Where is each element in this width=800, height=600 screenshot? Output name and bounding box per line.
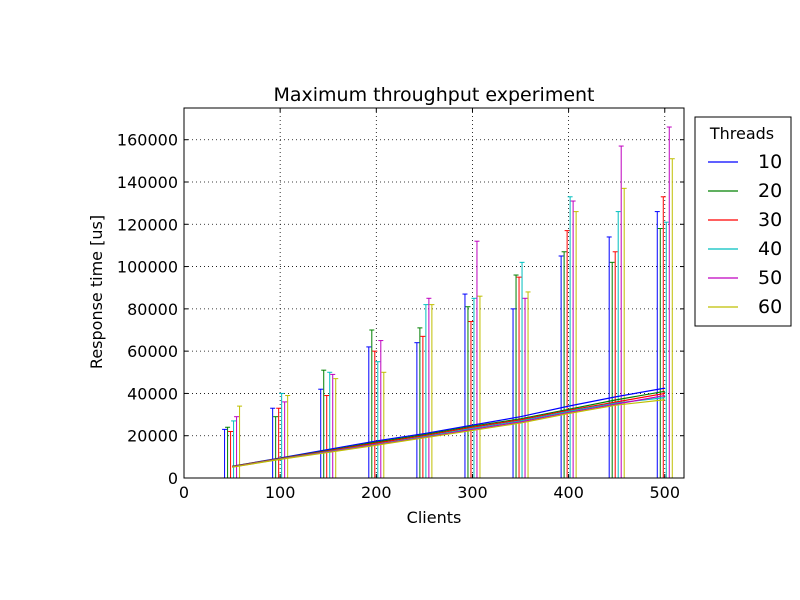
error-bar <box>657 228 663 478</box>
error-bar <box>573 211 579 478</box>
y-tick-label: 140000 <box>117 173 178 192</box>
legend-items: 10 20 30 40 50 60 <box>708 151 782 318</box>
error-bar <box>381 371 387 478</box>
legend-label: 40 <box>758 238 782 260</box>
error-bar <box>285 395 291 478</box>
error-bar <box>234 416 240 478</box>
series-lines <box>231 387 665 468</box>
legend-label: 50 <box>758 267 782 289</box>
error-bar <box>324 395 330 478</box>
error-bar <box>330 373 336 478</box>
legend-label: 30 <box>758 209 782 231</box>
error-bar <box>609 261 615 478</box>
error-bar <box>522 297 528 478</box>
error-bar <box>378 340 384 478</box>
error-bar <box>606 236 612 478</box>
error-bar <box>420 335 426 478</box>
error-bar <box>663 221 669 478</box>
error-bar <box>231 420 237 478</box>
legend-box <box>694 116 792 327</box>
error-bar <box>366 346 372 478</box>
error-bar <box>417 327 423 478</box>
error-bar <box>516 276 522 478</box>
x-tick-label: 100 <box>265 483 296 502</box>
error-bar <box>654 211 660 478</box>
error-bar <box>468 321 474 478</box>
x-tick-label: 300 <box>457 483 488 502</box>
error-bar <box>510 308 516 478</box>
error-bar <box>273 416 279 478</box>
error-bar <box>333 378 339 478</box>
y-axis-label: Response time [us] <box>87 215 106 369</box>
legend-title: Threads <box>709 124 774 143</box>
error-bar <box>666 126 672 478</box>
error-bar <box>225 426 231 478</box>
y-tick-label: 60000 <box>127 342 178 361</box>
chart-title: Maximum throughput experiment <box>273 84 594 106</box>
axis-ticks: 0 100 200 300 400 500 0 20000 40000 60000 80000 100… <box>117 108 684 502</box>
x-axis-label: Clients <box>407 508 462 527</box>
error-bar <box>429 304 435 478</box>
error-bar <box>414 342 420 478</box>
error-bar <box>270 407 276 478</box>
error-bar <box>474 240 480 478</box>
error-bar <box>618 145 624 478</box>
y-tick-label: 20000 <box>127 427 178 446</box>
legend-label: 60 <box>758 296 782 318</box>
error-bar <box>222 428 228 478</box>
error-bar <box>660 196 666 478</box>
x-tick-label: 500 <box>649 483 680 502</box>
error-bar <box>621 187 627 478</box>
error-bar <box>669 158 675 478</box>
error-bars <box>222 126 675 478</box>
series-line <box>231 387 665 467</box>
plot-frame <box>183 107 685 479</box>
legend-label: 10 <box>758 151 782 173</box>
error-bar <box>228 430 234 478</box>
x-tick-label: 0 <box>179 483 189 502</box>
y-tick-label: 120000 <box>117 215 178 234</box>
x-tick-label: 200 <box>361 483 392 502</box>
error-bar <box>318 388 324 478</box>
legend: Threads 10 20 30 40 50 60 <box>694 116 792 327</box>
grid <box>183 108 684 479</box>
series-line <box>231 399 665 468</box>
error-bar <box>426 297 432 478</box>
error-bar <box>477 295 483 478</box>
error-bar <box>612 251 618 478</box>
y-tick-label: 80000 <box>127 300 178 319</box>
error-bar <box>615 211 621 478</box>
error-bar <box>462 293 468 478</box>
error-bar <box>321 369 327 478</box>
y-tick-label: 0 <box>168 469 178 488</box>
error-bar <box>525 291 531 478</box>
error-bar <box>327 371 333 478</box>
legend-label: 20 <box>758 180 782 202</box>
error-bar <box>372 350 378 478</box>
error-bar <box>558 255 564 478</box>
error-bar <box>519 261 525 478</box>
error-bar <box>276 407 282 478</box>
error-bar <box>567 196 573 478</box>
error-bar <box>471 297 477 478</box>
error-bar <box>570 200 576 478</box>
x-tick-label: 400 <box>553 483 584 502</box>
error-bar <box>423 304 429 478</box>
error-bar <box>282 401 288 478</box>
y-tick-label: 100000 <box>117 258 178 277</box>
y-tick-label: 40000 <box>127 384 178 403</box>
error-bar <box>513 274 519 478</box>
error-bar <box>564 230 570 478</box>
error-bar <box>465 306 471 478</box>
y-tick-label: 160000 <box>117 131 178 150</box>
error-bar <box>375 361 381 478</box>
error-bar <box>561 251 567 478</box>
error-bar <box>369 329 375 478</box>
error-bar <box>279 392 285 478</box>
